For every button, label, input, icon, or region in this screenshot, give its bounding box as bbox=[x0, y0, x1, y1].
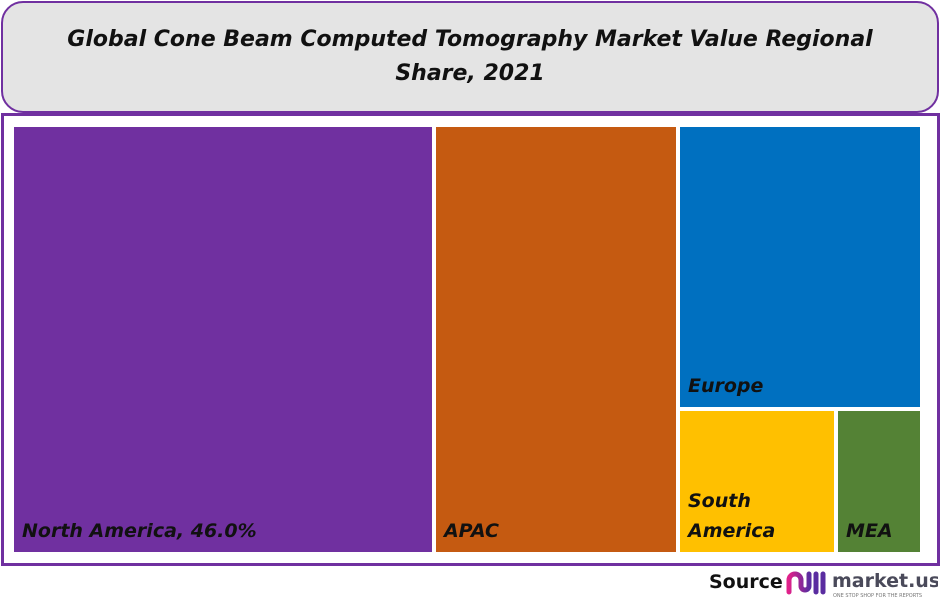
treemap-plot: North America, 46.0% APAC Europe South Amer… bbox=[14, 127, 924, 552]
treemap-label-mea: MEA bbox=[846, 519, 893, 542]
treemap-label-south-america: South America bbox=[687, 489, 776, 542]
source-label: Source bbox=[709, 571, 783, 593]
svg-text:ONE STOP SHOP FOR THE REPORTS: ONE STOP SHOP FOR THE REPORTS bbox=[833, 593, 922, 599]
treemap-label-north-america: North America, 46.0% bbox=[22, 520, 257, 542]
treemap-label-apac: APAC bbox=[443, 520, 499, 542]
treemap-cell-north-america: North America, 46.0% bbox=[14, 127, 432, 552]
chart-title: Global Cone Beam Computed Tomography Mar… bbox=[67, 27, 873, 86]
treemap-cell-mea: MEA bbox=[838, 411, 920, 552]
treemap-cell-apac: APAC bbox=[435, 127, 676, 552]
treemap-label-europe: Europe bbox=[687, 375, 764, 398]
treemap-cell-south-america: South America bbox=[679, 411, 835, 552]
chart-title-box: Global Cone Beam Computed Tomography Mar… bbox=[1, 1, 939, 113]
svg-text:market.us: market.us bbox=[832, 570, 938, 592]
treemap-cell-europe: Europe bbox=[679, 127, 920, 408]
market-us-logo: market.us ONE STOP SHOP FOR THE REPORTS bbox=[786, 570, 938, 599]
